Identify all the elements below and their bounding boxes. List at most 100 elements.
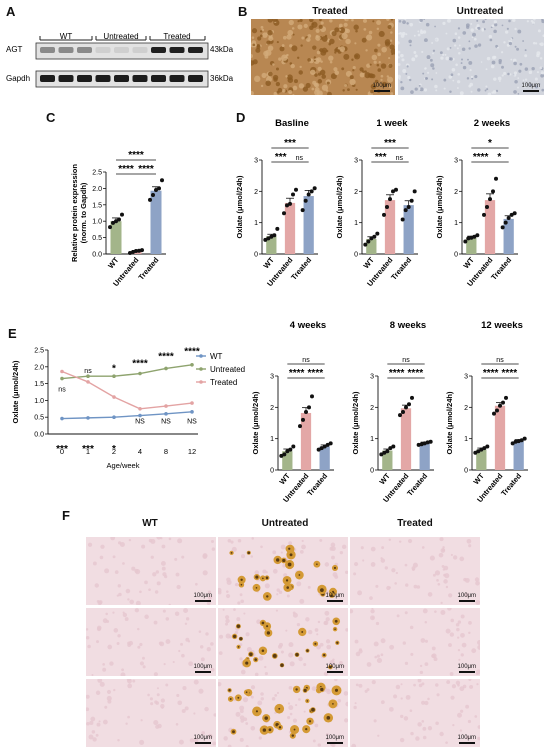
ihc-stain-dot <box>334 70 340 76</box>
group-headers: WT Untreated Treated <box>39 32 206 41</box>
ihc-nucleus-dot <box>474 44 478 48</box>
ihc-nucleus-dot <box>418 88 421 90</box>
tissue-dot <box>226 590 229 593</box>
stain-texture <box>353 537 480 605</box>
ihc-stain-dot <box>311 22 315 26</box>
chart-title: Basline <box>275 118 309 129</box>
ihc-stain-dot <box>349 78 356 86</box>
x-tick-label: Treated <box>489 255 513 282</box>
ihc-stain-dot <box>359 67 364 72</box>
crystal-core <box>239 637 243 641</box>
y-tick-label: 2 <box>354 189 358 196</box>
tissue-dot <box>134 568 139 573</box>
tissue-dot <box>450 618 454 623</box>
tissue-dot <box>218 587 222 593</box>
data-point <box>306 192 311 197</box>
tissue-dot <box>90 716 96 722</box>
tissue-dot <box>109 661 114 666</box>
tissue-dot <box>193 737 199 744</box>
ihc-nucleus-dot <box>524 78 528 81</box>
tissue-dot <box>325 732 329 736</box>
ihc-nucleus-dot <box>423 88 428 92</box>
tissue-dot <box>161 544 166 549</box>
tissue-dot <box>150 538 156 544</box>
ihc-stain-dot <box>273 91 278 95</box>
tissue-dot <box>375 584 379 588</box>
x-axis-label: Age/week <box>107 461 140 470</box>
crystal-core <box>261 649 265 652</box>
ihc-stain-dot <box>251 36 255 39</box>
bar <box>384 200 396 254</box>
ihc-stain-dot <box>299 19 303 22</box>
ihc-stain-dot <box>390 92 394 95</box>
tissue-dot <box>476 683 479 686</box>
tissue-dot <box>303 663 307 667</box>
ihc-nucleus-dot <box>524 54 528 58</box>
data-point <box>114 219 118 224</box>
crystal-core <box>229 697 232 701</box>
legend-label: WT <box>210 352 223 361</box>
tissue-dot <box>149 697 153 701</box>
ihc-nucleus-dot <box>484 89 487 92</box>
gapdh-band <box>77 75 92 82</box>
y-tick-label: 2 <box>254 189 258 196</box>
tissue-dot <box>332 658 335 661</box>
tissue-dot <box>404 661 409 666</box>
tissue-dot <box>194 582 198 586</box>
ihc-nucleus-dot <box>450 73 454 77</box>
tissue-dot <box>376 654 380 658</box>
ihc-stain-dot <box>351 19 354 22</box>
ihc-stain-dot <box>355 29 358 33</box>
tissue-dot <box>271 697 276 701</box>
tissue-dot <box>213 713 216 717</box>
tissue-dot <box>477 644 480 650</box>
ihc-stain-dot <box>272 19 278 23</box>
ihc-nucleus-dot <box>429 58 433 62</box>
y-tick-label: 2.0 <box>34 364 44 371</box>
data-point <box>298 424 302 429</box>
tissue-dot <box>288 685 293 690</box>
ihc-stain-dot <box>373 60 377 64</box>
tissue-dot <box>257 700 263 706</box>
tissue-dot <box>175 722 179 726</box>
tissue-dot <box>98 600 103 605</box>
data-point <box>300 208 305 213</box>
ihc-stain-dot <box>388 57 391 60</box>
ihc-nucleus-dot <box>501 24 504 27</box>
ihc-nucleus-dot <box>514 27 517 31</box>
gapdh-band <box>40 75 55 82</box>
ihc-stain-dot <box>326 81 330 85</box>
tissue-dot <box>319 538 323 542</box>
tissue-dot <box>403 716 409 721</box>
scale-bar <box>326 671 343 673</box>
tissue-dot <box>163 663 166 666</box>
ihc-stain-dot <box>257 36 262 41</box>
tissue-dot <box>153 720 159 726</box>
tissue-dot <box>198 630 202 633</box>
ihc-nucleus-dot <box>408 78 412 82</box>
ihc-nucleus-dot <box>435 89 438 92</box>
ihc-nucleus-dot <box>419 19 423 22</box>
ihc-nucleus-dot <box>480 61 483 63</box>
significance-annotation: NS <box>161 419 171 426</box>
ihc-nucleus-dot <box>401 31 406 36</box>
ihc-stain-dot <box>387 76 394 83</box>
scale-bar <box>194 742 211 744</box>
tissue-dot <box>124 617 129 621</box>
ihc-nucleus-dot <box>539 57 543 60</box>
significance-annotation: *** <box>56 444 68 455</box>
tissue-dot <box>329 659 335 666</box>
tissue-dot <box>127 683 133 689</box>
x-tick-label: Treated <box>136 255 160 282</box>
wb-header-wt: WT <box>60 32 73 41</box>
tissue-dot <box>400 714 404 719</box>
data-point <box>488 197 492 202</box>
tissue-dot <box>366 688 370 692</box>
ihc-nucleus-dot <box>526 20 529 23</box>
data-point <box>400 217 405 222</box>
scale-label: 100μm <box>193 664 212 670</box>
data-point <box>282 452 287 457</box>
ihc-stain-dot <box>272 74 279 81</box>
tissue-dot <box>303 710 306 713</box>
ihc-stain-dot <box>291 27 295 30</box>
